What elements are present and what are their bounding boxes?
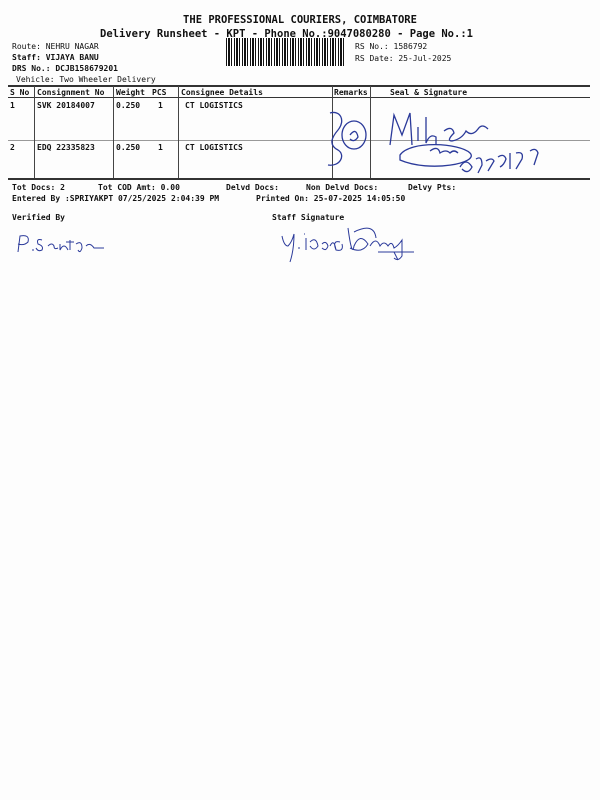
rs-number: RS No.: 1586792	[355, 42, 428, 51]
company-title: THE PROFESSIONAL COURIERS, COIMBATORE	[183, 14, 417, 26]
header-consignee: Consignee Details	[181, 88, 263, 97]
row-consignee: CT LOGISTICS	[185, 101, 243, 110]
header-remarks: Remarks	[334, 88, 368, 97]
entered-by: Entered By :SPRIYAKPT 07/25/2025 2:04:39…	[12, 194, 220, 203]
rs-date: RS Date: 25-Jul-2025	[355, 54, 452, 63]
header-weight: Weight	[116, 88, 145, 97]
row-weight: 0.250	[116, 143, 141, 152]
delivery-points: Delvy Pts:	[408, 183, 457, 192]
header-seal-signature: Seal & Signature	[390, 88, 468, 97]
staff: Staff: VIJAYA BANU	[12, 53, 99, 62]
total-cod-amount: Tot COD Amt: 0.00	[98, 183, 180, 192]
drs-number: DRS No.: DCJB158679201	[12, 64, 118, 73]
row-consignee: CT LOGISTICS	[185, 143, 243, 152]
row-consignment: SVK 20184007	[37, 101, 95, 110]
verifier-signature	[17, 235, 104, 253]
row-sno: 1	[10, 101, 15, 110]
delivered-docs: Delvd Docs:	[226, 183, 279, 192]
header-sno: S No	[10, 88, 30, 97]
route: Route: NEHRU NAGAR	[12, 42, 99, 51]
row-pcs: 1	[158, 101, 163, 110]
row-consignment: EDQ 22335823	[37, 143, 95, 152]
non-delivered-docs: Non Delvd Docs:	[306, 183, 379, 192]
header-consignment: Consignment No	[37, 88, 105, 97]
vehicle: Vehicle: Two Wheeler Delivery	[16, 75, 156, 84]
row-pcs: 1	[158, 143, 163, 152]
delivery-signature-scribble	[327, 111, 539, 174]
row-weight: 0.250	[116, 101, 141, 110]
barcode	[226, 38, 344, 66]
total-docs: Tot Docs: 2	[12, 183, 65, 192]
verified-by-label: Verified By	[12, 213, 65, 222]
header-pcs: PCS	[152, 88, 167, 97]
printed-on: Printed On: 25-07-2025 14:05:50	[256, 194, 406, 203]
staff-signature	[281, 227, 414, 263]
runsheet-subtitle: Delivery Runsheet - KPT - Phone No.:9047…	[100, 28, 473, 40]
staff-signature-label: Staff Signature	[272, 213, 345, 222]
row-sno: 2	[10, 143, 15, 152]
